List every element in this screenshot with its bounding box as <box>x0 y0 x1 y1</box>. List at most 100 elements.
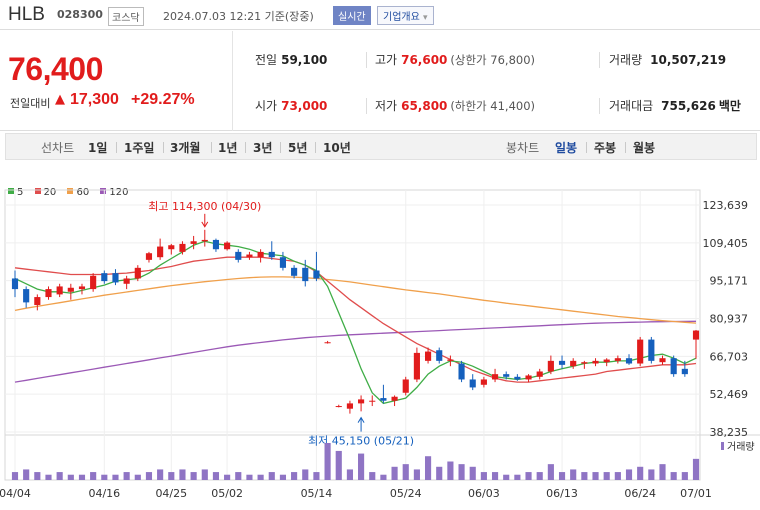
candle-body <box>134 267 141 279</box>
legend-ma120-label: 120 <box>109 187 129 198</box>
volume-bar <box>581 472 588 480</box>
candle-body <box>145 253 153 260</box>
volume-legend-swatch <box>721 442 724 450</box>
low-price: 저가 65,800 (하한가 41,400) <box>375 97 535 114</box>
volume-bar <box>469 466 476 480</box>
candle-body <box>90 275 97 290</box>
legend-ma60: 60 <box>67 187 89 198</box>
volume-bar <box>201 469 208 480</box>
candle-body <box>279 257 287 268</box>
volume-bar <box>11 472 19 480</box>
volume-bar <box>134 474 141 480</box>
volume-bar <box>480 472 487 480</box>
candle-body <box>179 243 186 252</box>
volume-bar <box>614 472 621 480</box>
prev-close: 전일 59,100 <box>255 51 327 68</box>
low-label: 저가 <box>375 99 398 113</box>
high-price: 고가 76,600 (상한가 76,800) <box>375 51 535 68</box>
divider <box>625 142 626 153</box>
realtime-button[interactable]: 실시간 <box>333 6 371 25</box>
candle-monthly[interactable]: 월봉 <box>633 141 656 155</box>
volume-bar <box>402 464 409 480</box>
period-10y[interactable]: 10년 <box>323 141 351 155</box>
candle-body <box>503 374 510 377</box>
candle-body <box>56 286 63 295</box>
candle-body <box>570 360 577 367</box>
candle-body <box>23 289 30 303</box>
volume-bar <box>324 443 331 480</box>
period-1w[interactable]: 1주일 <box>124 141 155 155</box>
change-value: 17,300 <box>70 91 119 108</box>
y-tick-label: 123,639 <box>703 199 749 212</box>
candle-weekly[interactable]: 주봉 <box>594 141 617 155</box>
candle-body <box>637 339 644 364</box>
volume-label: 거래량 <box>727 441 755 453</box>
candle-body <box>581 362 588 364</box>
candle-body <box>469 379 476 388</box>
volume-bar <box>123 472 130 480</box>
candle-chart-label: 봉차트 <box>506 141 540 155</box>
period-3m[interactable]: 3개월 <box>170 141 201 155</box>
period-3y[interactable]: 3년 <box>253 141 273 155</box>
period-1y[interactable]: 1년 <box>218 141 238 155</box>
volume-bar <box>436 466 443 480</box>
volume-bar <box>625 469 633 480</box>
volume-bar <box>190 472 197 480</box>
volume-bar <box>235 472 242 480</box>
candle-body <box>614 358 621 361</box>
candle-body <box>692 330 700 340</box>
up-arrow-icon <box>357 416 365 423</box>
volume-bar <box>78 474 86 480</box>
y-tick-label: 95,171 <box>710 275 749 288</box>
price-block: 76,400 전일대비 ▲ 17,300 +29.27% <box>0 31 233 131</box>
volume-bar <box>246 474 253 480</box>
y-tick-label: 66,703 <box>710 350 749 363</box>
candle-body <box>670 358 677 375</box>
x-tick-label: 04/16 <box>88 487 120 500</box>
candle-body <box>11 278 19 290</box>
ma120-line <box>14 320 697 383</box>
volume-bar <box>45 474 52 480</box>
legend-ma60-label: 60 <box>76 187 90 198</box>
top-bar: HLB 028300 코스닥 2024.07.03 12:21 기준(장중) 실… <box>0 0 760 30</box>
divider <box>211 142 212 153</box>
candle-body <box>402 379 409 393</box>
volume-bar <box>257 474 264 480</box>
x-tick-label: 04/25 <box>155 487 187 500</box>
prev-close-label: 전일 <box>255 53 278 67</box>
x-tick-label: 05/14 <box>301 487 333 500</box>
candle-body <box>681 368 688 375</box>
volume-bar <box>458 464 465 480</box>
period-5y[interactable]: 5년 <box>288 141 308 155</box>
quote-panel: 76,400 전일대비 ▲ 17,300 +29.27% 전일 59,100 고가… <box>0 31 760 131</box>
candle-body <box>157 246 164 258</box>
y-tick-label: 80,937 <box>710 313 749 326</box>
candle-body <box>514 376 521 380</box>
candle-body <box>246 254 253 258</box>
candle-body <box>212 239 220 250</box>
candle-body <box>547 360 554 372</box>
candle-body <box>380 398 387 401</box>
amount-label: 거래대금 <box>609 99 654 113</box>
candle-body <box>659 358 666 363</box>
candle-daily[interactable]: 일봉 <box>555 141 578 155</box>
candle-body <box>413 352 420 380</box>
volume-bar <box>157 469 164 480</box>
volume-bar <box>168 472 175 480</box>
candle-body <box>558 360 566 365</box>
y-tick-label: 109,405 <box>703 237 749 250</box>
up-arrow-icon: ▲ <box>55 92 65 107</box>
volume-bar <box>101 474 108 480</box>
divider <box>599 98 600 114</box>
period-1d[interactable]: 1일 <box>88 141 108 155</box>
volume-bar <box>570 469 577 480</box>
prev-close-value: 59,100 <box>281 53 328 67</box>
stock-chart: 123,639 109,405 95,171 80,937 66,703 52,469 38… <box>0 189 760 500</box>
volume-bar <box>592 472 599 480</box>
candle-body <box>190 241 197 244</box>
divider <box>599 52 600 68</box>
x-tick-label: 06/24 <box>624 487 656 500</box>
candle-body <box>447 359 454 361</box>
volume-bar <box>648 469 655 480</box>
company-overview-button[interactable]: 기업개요 ▾ <box>377 6 434 25</box>
